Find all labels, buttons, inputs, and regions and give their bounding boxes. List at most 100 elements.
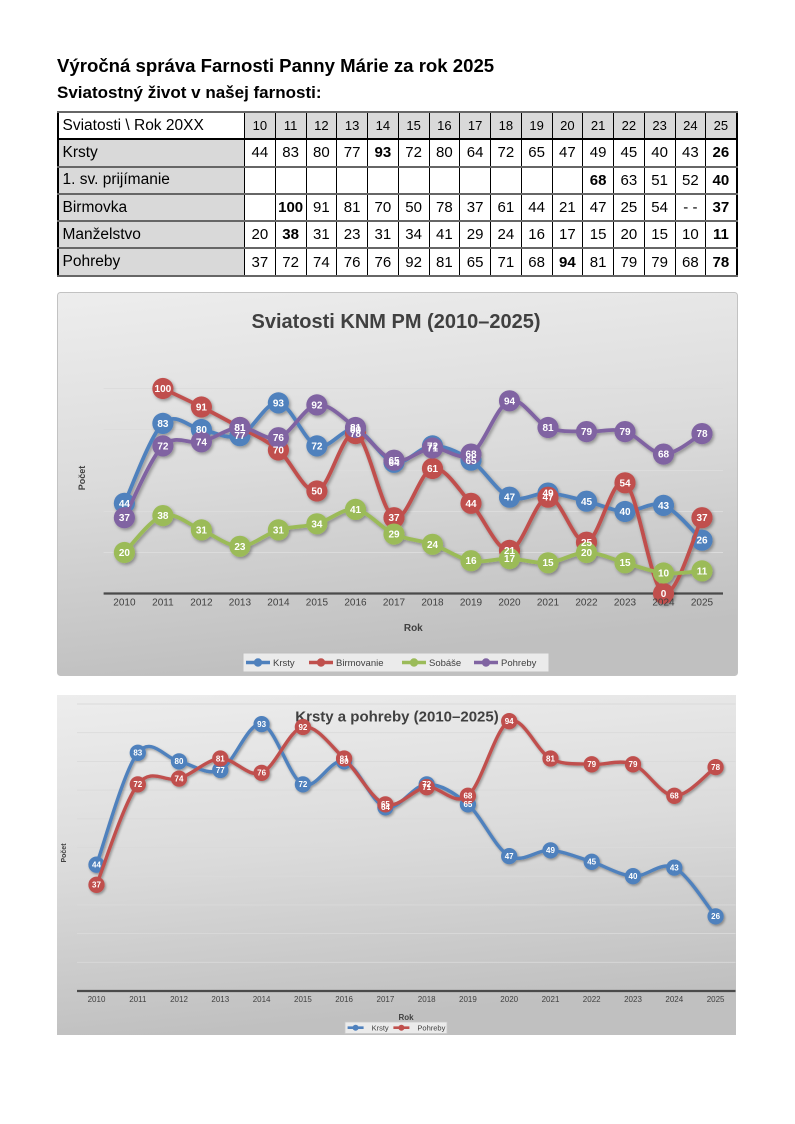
svg-text:Rok: Rok <box>404 623 423 634</box>
svg-text:25: 25 <box>581 538 593 549</box>
svg-text:37: 37 <box>696 513 708 524</box>
svg-text:Sobáše: Sobáše <box>429 658 461 669</box>
svg-text:72: 72 <box>157 441 169 452</box>
svg-text:40: 40 <box>619 507 631 518</box>
svg-text:50: 50 <box>311 487 323 498</box>
svg-text:31: 31 <box>196 525 208 536</box>
svg-text:80: 80 <box>175 757 184 766</box>
svg-text:49: 49 <box>546 846 555 855</box>
svg-text:44: 44 <box>465 499 477 510</box>
svg-text:44: 44 <box>119 499 131 510</box>
svg-text:37: 37 <box>92 881 101 890</box>
svg-text:65: 65 <box>381 800 390 809</box>
svg-text:2022: 2022 <box>583 995 601 1004</box>
svg-text:72: 72 <box>422 780 431 789</box>
svg-text:24: 24 <box>427 540 439 551</box>
svg-text:26: 26 <box>696 536 708 547</box>
svg-text:64: 64 <box>388 458 400 469</box>
svg-text:92: 92 <box>311 400 323 411</box>
svg-text:78: 78 <box>696 429 708 440</box>
svg-text:93: 93 <box>257 720 266 729</box>
svg-text:71: 71 <box>422 783 431 792</box>
svg-text:100: 100 <box>155 384 172 395</box>
svg-text:16: 16 <box>465 556 477 567</box>
svg-text:81: 81 <box>340 754 349 763</box>
svg-text:2011: 2011 <box>129 995 147 1004</box>
svg-text:11: 11 <box>697 566 708 577</box>
svg-text:2025: 2025 <box>707 995 725 1004</box>
svg-text:65: 65 <box>388 456 400 467</box>
svg-text:2012: 2012 <box>170 995 188 1004</box>
svg-text:2019: 2019 <box>459 995 477 1004</box>
svg-text:Počet: Počet <box>61 843 68 863</box>
svg-text:2024: 2024 <box>652 598 675 609</box>
svg-text:80: 80 <box>340 757 349 766</box>
svg-text:72: 72 <box>311 441 323 452</box>
svg-text:77: 77 <box>234 431 246 442</box>
svg-text:2010: 2010 <box>88 995 106 1004</box>
svg-text:61: 61 <box>427 464 439 475</box>
svg-text:2025: 2025 <box>691 598 714 609</box>
svg-text:Krsty: Krsty <box>273 658 295 669</box>
svg-text:65: 65 <box>463 800 472 809</box>
svg-text:94: 94 <box>505 717 514 726</box>
svg-text:2020: 2020 <box>498 598 521 609</box>
svg-text:93: 93 <box>273 398 285 409</box>
svg-text:15: 15 <box>619 558 631 569</box>
svg-text:94: 94 <box>504 396 516 407</box>
svg-text:38: 38 <box>157 511 169 522</box>
svg-text:15: 15 <box>542 558 554 569</box>
svg-text:40: 40 <box>629 872 638 881</box>
svg-text:2017: 2017 <box>383 598 406 609</box>
svg-text:83: 83 <box>133 749 142 758</box>
svg-text:47: 47 <box>542 493 554 504</box>
svg-text:45: 45 <box>581 497 593 508</box>
svg-text:49: 49 <box>542 489 554 500</box>
svg-text:2014: 2014 <box>253 995 271 1004</box>
svg-text:Počet: Počet <box>77 466 87 491</box>
svg-text:45: 45 <box>587 858 596 867</box>
svg-text:79: 79 <box>619 427 631 438</box>
svg-text:70: 70 <box>273 446 285 457</box>
svg-text:54: 54 <box>619 478 631 489</box>
svg-text:92: 92 <box>298 723 307 732</box>
svg-text:83: 83 <box>157 419 169 430</box>
svg-text:74: 74 <box>175 774 184 783</box>
svg-text:43: 43 <box>670 863 679 872</box>
svg-text:2018: 2018 <box>418 995 436 1004</box>
svg-text:2015: 2015 <box>306 598 329 609</box>
svg-text:79: 79 <box>587 760 596 769</box>
svg-text:2024: 2024 <box>665 995 683 1004</box>
svg-text:64: 64 <box>381 803 390 812</box>
svg-text:21: 21 <box>504 546 516 557</box>
svg-text:76: 76 <box>273 433 285 444</box>
svg-text:Krsty a pohreby (2010–2025): Krsty a pohreby (2010–2025) <box>295 709 498 726</box>
svg-text:74: 74 <box>196 437 208 448</box>
svg-text:47: 47 <box>504 493 516 504</box>
svg-text:72: 72 <box>133 780 142 789</box>
svg-text:79: 79 <box>629 760 638 769</box>
svg-text:68: 68 <box>463 792 472 801</box>
svg-text:81: 81 <box>542 423 554 434</box>
svg-text:2017: 2017 <box>377 995 395 1004</box>
svg-text:43: 43 <box>658 501 670 512</box>
svg-text:47: 47 <box>505 852 514 861</box>
svg-text:41: 41 <box>350 505 362 516</box>
svg-text:65: 65 <box>465 456 477 467</box>
svg-text:20: 20 <box>119 548 131 559</box>
svg-text:44: 44 <box>92 861 101 870</box>
svg-text:17: 17 <box>504 554 516 565</box>
svg-text:20: 20 <box>581 548 593 559</box>
svg-text:26: 26 <box>711 912 720 921</box>
svg-text:68: 68 <box>658 450 670 461</box>
svg-text:2018: 2018 <box>421 598 444 609</box>
svg-text:34: 34 <box>311 519 323 530</box>
svg-text:2016: 2016 <box>335 995 353 1004</box>
svg-text:79: 79 <box>581 427 593 438</box>
svg-text:2022: 2022 <box>575 598 598 609</box>
svg-text:2019: 2019 <box>460 598 483 609</box>
svg-text:0: 0 <box>661 589 667 600</box>
svg-text:37: 37 <box>388 513 400 524</box>
svg-text:68: 68 <box>670 792 679 801</box>
svg-text:81: 81 <box>234 423 246 434</box>
